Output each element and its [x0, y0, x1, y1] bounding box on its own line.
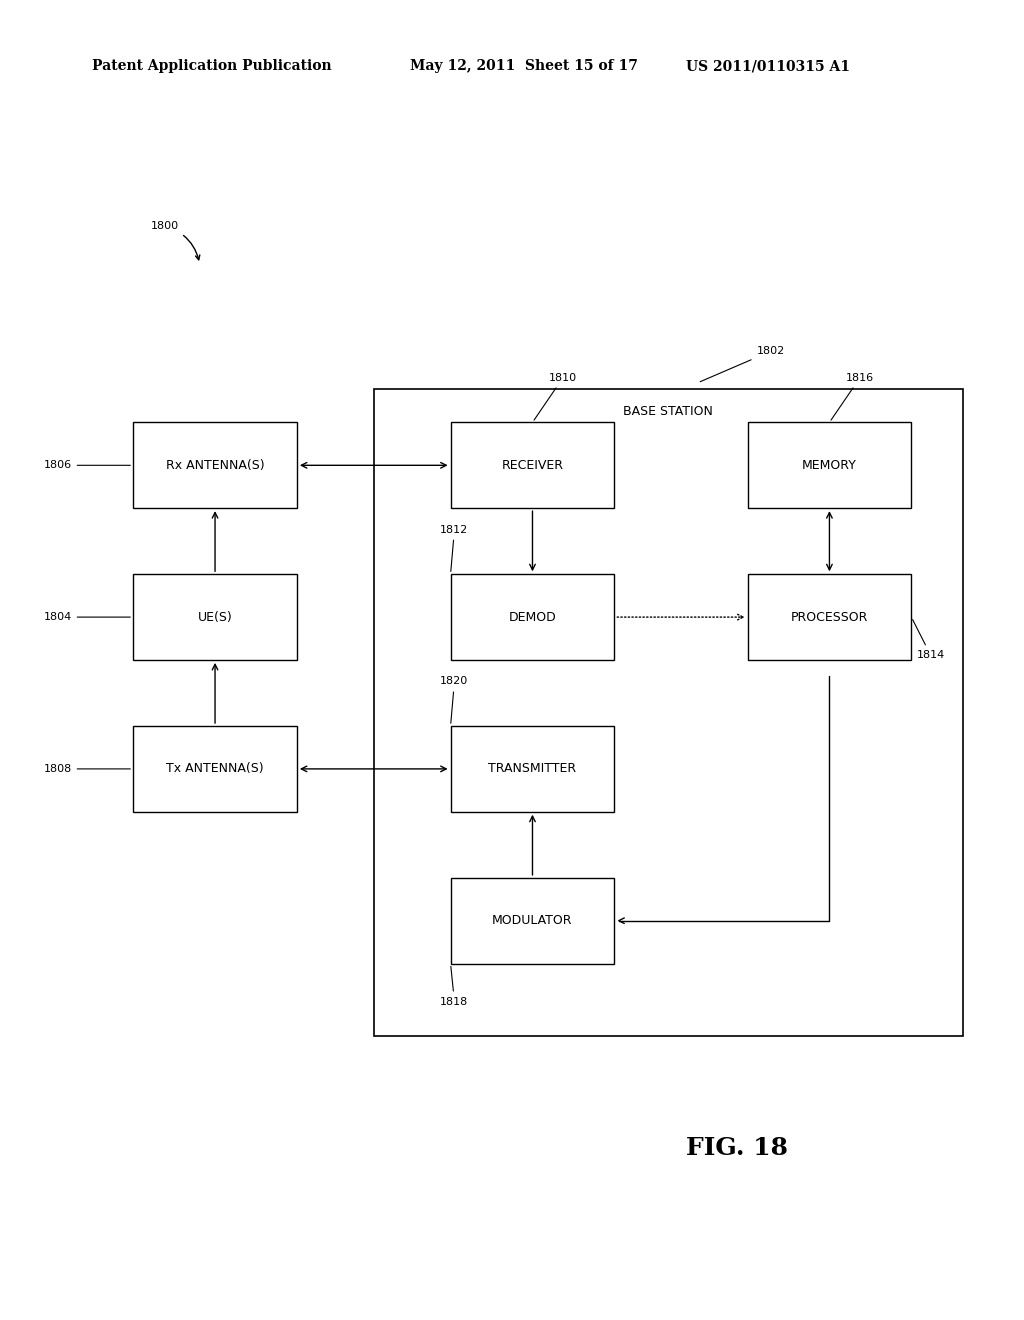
FancyBboxPatch shape [374, 389, 963, 1036]
FancyBboxPatch shape [451, 422, 614, 508]
FancyBboxPatch shape [133, 422, 297, 508]
Text: Tx ANTENNA(S): Tx ANTENNA(S) [166, 763, 264, 775]
Text: BASE STATION: BASE STATION [624, 405, 713, 418]
FancyBboxPatch shape [451, 726, 614, 812]
Text: UE(S): UE(S) [198, 611, 232, 623]
FancyBboxPatch shape [451, 574, 614, 660]
FancyBboxPatch shape [748, 422, 911, 508]
FancyBboxPatch shape [133, 574, 297, 660]
FancyBboxPatch shape [133, 726, 297, 812]
Text: 1804: 1804 [43, 612, 130, 622]
Text: 1818: 1818 [440, 966, 469, 1007]
Text: MODULATOR: MODULATOR [493, 915, 572, 927]
Text: RECEIVER: RECEIVER [502, 459, 563, 471]
FancyBboxPatch shape [451, 878, 614, 964]
Text: TRANSMITTER: TRANSMITTER [488, 763, 577, 775]
Text: US 2011/0110315 A1: US 2011/0110315 A1 [686, 59, 850, 74]
Text: DEMOD: DEMOD [509, 611, 556, 623]
Text: 1812: 1812 [440, 524, 469, 572]
Text: 1820: 1820 [440, 676, 469, 723]
Text: 1816: 1816 [831, 372, 873, 420]
Text: FIG. 18: FIG. 18 [686, 1137, 788, 1160]
FancyBboxPatch shape [748, 574, 911, 660]
Text: 1808: 1808 [43, 764, 130, 774]
Text: 1814: 1814 [912, 619, 945, 660]
Text: PROCESSOR: PROCESSOR [791, 611, 868, 623]
Text: 1806: 1806 [44, 461, 130, 470]
Text: Rx ANTENNA(S): Rx ANTENNA(S) [166, 459, 264, 471]
Text: 1802: 1802 [700, 346, 784, 381]
Text: 1810: 1810 [535, 372, 577, 420]
Text: May 12, 2011  Sheet 15 of 17: May 12, 2011 Sheet 15 of 17 [410, 59, 638, 74]
Text: Patent Application Publication: Patent Application Publication [92, 59, 332, 74]
Text: 1800: 1800 [152, 220, 200, 260]
Text: MEMORY: MEMORY [802, 459, 857, 471]
